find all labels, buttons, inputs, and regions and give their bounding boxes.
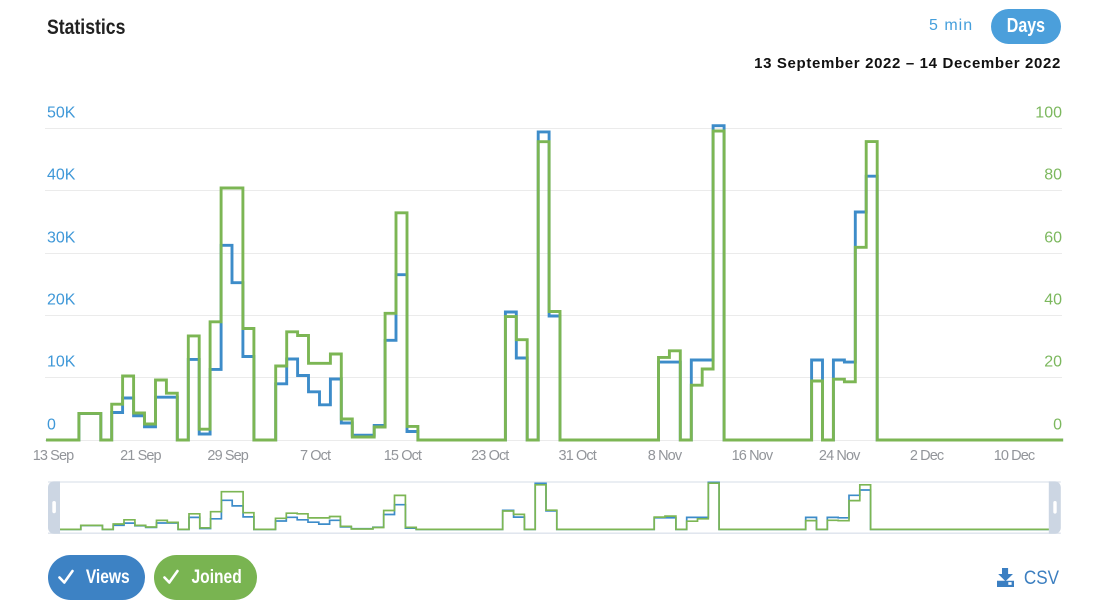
svg-text:8 Nov: 8 Nov xyxy=(648,448,683,464)
svg-text:30K: 30K xyxy=(47,230,76,247)
svg-text:100: 100 xyxy=(1035,105,1062,122)
svg-text:7 Oct: 7 Oct xyxy=(300,448,331,464)
svg-text:0: 0 xyxy=(47,417,56,434)
svg-text:15 Oct: 15 Oct xyxy=(384,448,422,464)
svg-text:20K: 20K xyxy=(47,292,76,309)
svg-text:2 Dec: 2 Dec xyxy=(910,448,944,464)
svg-text:80: 80 xyxy=(1044,167,1062,184)
svg-text:40K: 40K xyxy=(47,167,76,184)
svg-text:40: 40 xyxy=(1044,292,1062,309)
svg-text:21 Sep: 21 Sep xyxy=(120,448,161,464)
svg-text:24 Nov: 24 Nov xyxy=(819,448,861,464)
svg-text:0: 0 xyxy=(1053,417,1062,434)
svg-text:13 Sep: 13 Sep xyxy=(33,448,74,464)
svg-text:23 Oct: 23 Oct xyxy=(471,448,509,464)
svg-text:10K: 10K xyxy=(47,354,76,371)
svg-text:60: 60 xyxy=(1044,230,1062,247)
svg-text:50K: 50K xyxy=(47,105,76,122)
svg-text:10 Dec: 10 Dec xyxy=(994,448,1035,464)
svg-text:31 Oct: 31 Oct xyxy=(559,448,597,464)
svg-text:29 Sep: 29 Sep xyxy=(207,448,248,464)
svg-text:16 Nov: 16 Nov xyxy=(732,448,774,464)
svg-text:20: 20 xyxy=(1044,354,1062,371)
